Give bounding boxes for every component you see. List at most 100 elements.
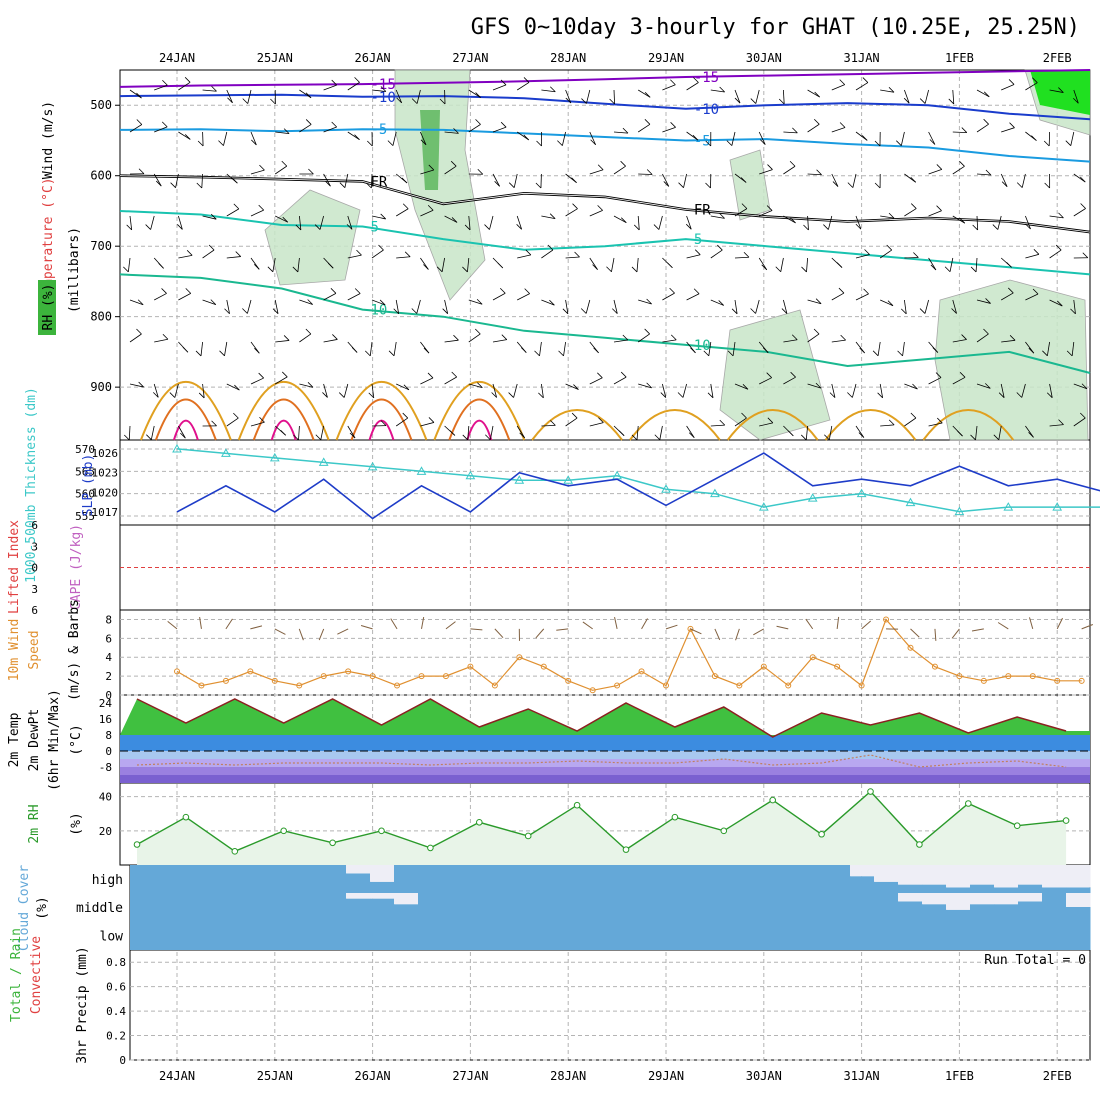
- cloud-cell: [1018, 921, 1043, 950]
- wind-barb-flag: [497, 262, 504, 269]
- wind-barb: [759, 377, 772, 385]
- panel-frame-thick: [119, 439, 1091, 526]
- wind-barb-flag: [690, 347, 696, 354]
- cloud-cell: [490, 865, 515, 893]
- wind-barb-flag: [137, 299, 144, 306]
- wind-barb-flag: [703, 350, 710, 357]
- wind-barb: [202, 89, 217, 92]
- wind-barb-flag: [411, 98, 418, 104]
- wind-barb: [585, 299, 591, 314]
- wind-barb-flag: [253, 264, 260, 270]
- wind-barb: [662, 126, 676, 133]
- wind-barb-flag: [162, 333, 169, 340]
- cloud-cell: [898, 901, 923, 921]
- wind-barb: [202, 383, 205, 398]
- wind-barb: [347, 293, 361, 301]
- isotherm-20: [350, 398, 413, 441]
- wind-barb: [879, 249, 892, 259]
- wind-barb: [444, 131, 459, 134]
- cloud-cell: [538, 865, 563, 893]
- cloud-gap: [994, 865, 1019, 888]
- wind-barb: [246, 299, 252, 314]
- cloud-cell: [538, 921, 563, 950]
- wind-barb: [1049, 89, 1064, 93]
- li-tick-label: 3: [31, 583, 38, 596]
- wind-tick-label: 0: [105, 689, 112, 702]
- cloud-cell: [442, 893, 467, 921]
- cloud-cell: [874, 881, 899, 893]
- precip-total-label: Total / Rain: [9, 928, 24, 1022]
- wind-barb: [299, 124, 312, 133]
- wind-barb: [831, 127, 846, 133]
- wind-barb: [175, 173, 179, 188]
- wind-barb-flag: [815, 382, 822, 389]
- wind-barb: [807, 215, 809, 230]
- wind-barb-flag: [292, 266, 299, 273]
- wind-barb: [904, 208, 917, 217]
- wind-barb: [226, 417, 239, 427]
- date-label-top: 2FEB: [1043, 51, 1072, 65]
- wind-barb: [202, 299, 216, 306]
- wind-barb-flag: [993, 434, 1000, 441]
- wind-barb: [468, 333, 481, 343]
- wind-barb: [1025, 293, 1039, 301]
- wind-barb-flag: [936, 417, 943, 424]
- wind-barb-flag: [872, 350, 879, 357]
- wind-barb-flag: [597, 205, 603, 211]
- wind-tick-label: 2: [105, 670, 112, 683]
- wind-barb: [659, 425, 663, 440]
- wind-barb-flag: [874, 182, 881, 189]
- wind-barb-flag: [959, 161, 965, 167]
- wind-barb: [492, 84, 507, 91]
- wind-barb: [492, 126, 507, 133]
- wind-speed-point: [516, 654, 523, 661]
- wind-barb-10m: [614, 617, 618, 629]
- wind-barb: [662, 339, 677, 343]
- cloud-cell: [1066, 887, 1091, 893]
- temp-units-label: (°C): [69, 724, 84, 755]
- wind-barb-flag: [743, 251, 750, 258]
- wind-barb-10m: [910, 628, 920, 638]
- wind-barb-flag: [762, 347, 769, 354]
- wind-barb: [855, 293, 869, 301]
- wind-barb-flag: [411, 308, 418, 314]
- wind-barb-flag: [474, 328, 481, 335]
- thickness-point: [465, 470, 476, 480]
- wind-barb-flag: [523, 134, 530, 141]
- rh-shading: [934, 279, 1089, 441]
- wind-barb: [589, 210, 603, 217]
- wind-barb: [467, 425, 470, 440]
- wind-barb: [636, 257, 639, 272]
- wind-barb-flag: [233, 412, 239, 419]
- wind-barb-flag: [597, 164, 604, 171]
- wind-barb: [855, 425, 865, 438]
- wind-barb-flag: [123, 266, 129, 273]
- precip-tick-label: 0: [119, 1054, 126, 1067]
- cloud-level-label: low: [100, 930, 124, 945]
- wind-barb-10m: [298, 628, 304, 641]
- wind-barb-flag: [549, 213, 556, 219]
- thickness-point: [416, 466, 427, 475]
- wind-barb-flag: [423, 347, 430, 354]
- cloud-gap: [946, 865, 971, 888]
- wind-barb-flag: [235, 251, 242, 257]
- cloud-cell: [730, 893, 755, 921]
- wind-barb: [489, 215, 494, 230]
- wind-barb: [734, 89, 741, 104]
- thickness-tick-label: 570: [75, 443, 95, 456]
- slp-tick-label: 1017: [92, 506, 119, 519]
- pressure-tick-label: 500: [90, 98, 112, 112]
- wind-barb: [831, 173, 839, 187]
- wind-barb: [420, 131, 427, 145]
- wind-barb-flag: [339, 182, 346, 188]
- wind-barb-flag: [670, 122, 676, 128]
- wind-barb: [780, 257, 784, 272]
- wind-barb: [467, 257, 470, 272]
- wind-barb-flag: [1073, 97, 1079, 104]
- rh-legend-swatch: [38, 280, 56, 335]
- cloud-gap: [1018, 865, 1043, 885]
- wind-barb-flag: [1046, 392, 1053, 399]
- cloud-cell: [946, 921, 971, 950]
- wind-barb-flag: [451, 217, 458, 223]
- wind-barb: [734, 208, 748, 217]
